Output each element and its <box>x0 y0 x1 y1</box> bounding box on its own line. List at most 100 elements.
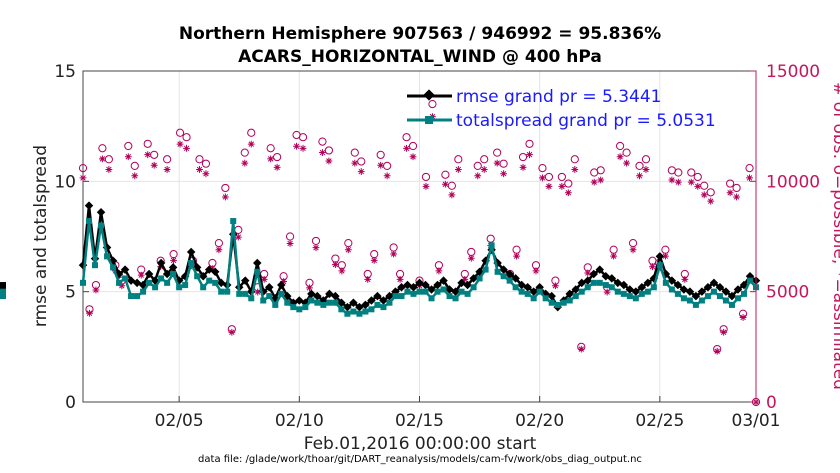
obs-assimilated-marker <box>247 140 255 148</box>
obs-assimilated-marker <box>480 166 488 173</box>
series-point-totalspread <box>506 277 513 284</box>
series-point-totalspread <box>128 293 135 300</box>
data-file-footer: data file: /glade/work/thoar/git/DART_re… <box>198 454 642 465</box>
series-point-totalspread <box>434 288 441 295</box>
obs-possible-marker <box>706 188 715 197</box>
obs-assimilated-marker <box>228 328 236 336</box>
series-point-rmse <box>571 285 580 294</box>
series-point-rmse <box>253 258 262 268</box>
obs-possible-marker <box>616 141 625 151</box>
obs-assimilated-marker <box>124 153 132 161</box>
series-point-totalspread <box>428 295 435 302</box>
obs-possible-marker <box>557 172 566 182</box>
obs-possible-marker <box>98 144 107 153</box>
obs-assimilated-marker <box>713 347 721 355</box>
obs-possible-marker <box>370 250 379 259</box>
series-point-totalspread <box>410 290 417 297</box>
series-point-totalspread <box>356 310 363 317</box>
obs-assimilated-marker <box>351 159 359 167</box>
series-point-totalspread <box>476 275 483 282</box>
obs-assimilated-marker <box>390 250 398 258</box>
series-point-totalspread <box>350 308 357 315</box>
series-point-totalspread <box>200 284 207 291</box>
obs-assimilated-marker <box>441 180 449 188</box>
series-point-totalspread <box>326 299 333 306</box>
x-tick-label: 02/25 <box>635 411 684 431</box>
series-point-totalspread <box>398 293 405 300</box>
series-point-totalspread <box>416 288 423 295</box>
series-point-totalspread <box>344 310 351 317</box>
obs-possible-marker <box>130 161 139 170</box>
obs-possible-marker <box>622 148 631 157</box>
obs-possible-marker <box>169 250 178 259</box>
series-point-rmse <box>643 278 653 288</box>
series-point-rmse <box>331 291 340 301</box>
series-point-totalspread <box>614 288 621 295</box>
series-point-rmse <box>655 252 665 261</box>
series-point-rmse <box>409 283 418 292</box>
series-point-totalspread <box>566 297 573 304</box>
series-point-totalspread <box>212 279 219 286</box>
y-tick-label-right: 10000 <box>766 172 820 192</box>
obs-assimilated-marker <box>364 275 372 283</box>
obs-assimilated-marker <box>319 149 326 156</box>
series-point-rmse <box>733 285 743 294</box>
obs-assimilated-marker <box>629 246 637 254</box>
obs-possible-marker <box>175 128 185 137</box>
series-point-rmse <box>691 291 701 301</box>
series-point-rmse <box>727 291 737 301</box>
series-point-rmse <box>349 298 358 307</box>
obs-assimilated-marker <box>584 269 592 277</box>
series-point-rmse <box>367 296 376 305</box>
obs-assimilated-marker <box>150 161 158 169</box>
series-point-totalspread <box>224 288 231 295</box>
x-tick-label: 02/10 <box>275 411 324 431</box>
series-point-totalspread <box>98 222 105 229</box>
obs-possible-marker <box>234 225 243 234</box>
series-point-totalspread <box>554 301 561 308</box>
obs-assimilated-marker <box>383 172 391 180</box>
series-point-totalspread <box>368 306 375 313</box>
obs-assimilated-marker <box>636 172 643 180</box>
obs-assimilated-marker <box>493 159 501 167</box>
series-point-totalspread <box>236 290 243 297</box>
obs-possible-marker <box>376 150 385 159</box>
obs-assimilated-marker <box>409 153 417 161</box>
series-point-totalspread <box>692 301 699 308</box>
series-point-totalspread <box>452 295 459 302</box>
y-tick-label-left: 0 <box>65 393 76 413</box>
obs-possible-marker <box>564 179 573 188</box>
series-point-totalspread <box>734 295 741 302</box>
legend: rmse grand pr = 5.3441 totalspread grand… <box>407 87 716 131</box>
series-point-rmse <box>637 283 647 292</box>
obs-possible-marker <box>221 183 230 193</box>
obs-possible-marker <box>525 139 534 148</box>
series-point-rmse <box>451 287 460 296</box>
series-point-rmse <box>619 280 629 290</box>
obs-possible-marker <box>344 239 353 248</box>
series-point-totalspread <box>122 275 129 282</box>
series-point-totalspread <box>488 242 495 249</box>
obs-assimilated-marker <box>532 267 540 275</box>
series-point-rmse <box>703 283 713 292</box>
series-point-totalspread <box>374 301 381 308</box>
obs-assimilated-marker <box>551 282 559 290</box>
series-point-rmse <box>120 265 130 274</box>
series-point-totalspread <box>266 293 273 300</box>
obs-assimilated-marker <box>739 314 747 321</box>
obs-possible-marker <box>421 172 431 182</box>
series-point-totalspread <box>722 297 729 304</box>
series-point-rmse <box>697 287 707 296</box>
obs-possible-marker <box>298 133 308 142</box>
series-point-rmse <box>84 201 94 210</box>
series-point-totalspread <box>314 299 321 306</box>
series-point-totalspread <box>716 293 723 300</box>
series-point-rmse <box>499 265 508 274</box>
obs-assimilated-marker <box>357 168 365 175</box>
series-point-totalspread <box>740 290 747 297</box>
obs-possible-marker <box>350 148 359 157</box>
series-point-totalspread <box>632 295 639 302</box>
series-point-rmse <box>421 280 430 290</box>
series-point-rmse <box>240 276 250 285</box>
obs-possible-marker <box>480 155 489 164</box>
